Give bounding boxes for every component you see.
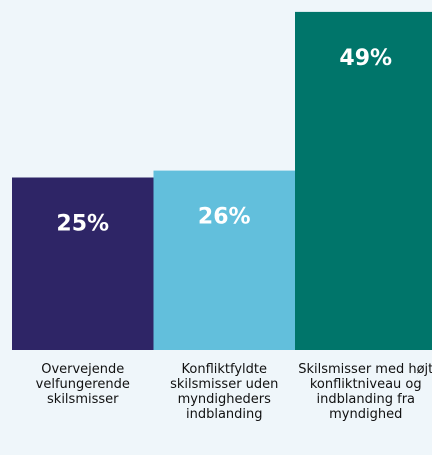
bar xyxy=(12,177,154,350)
x-tick-label: Skilsmisser med højt konfliktniveau og i… xyxy=(298,362,432,422)
value-label: 25% xyxy=(56,212,109,237)
x-tick-label: Overvejende velfungerende skilsmisser xyxy=(35,362,130,407)
x-tick-label: Konfliktfyldte skilsmisser uden myndighe… xyxy=(170,362,279,422)
value-label: 26% xyxy=(198,205,251,230)
bar xyxy=(153,170,296,350)
value-label: 49% xyxy=(339,46,392,71)
bar xyxy=(295,11,432,351)
